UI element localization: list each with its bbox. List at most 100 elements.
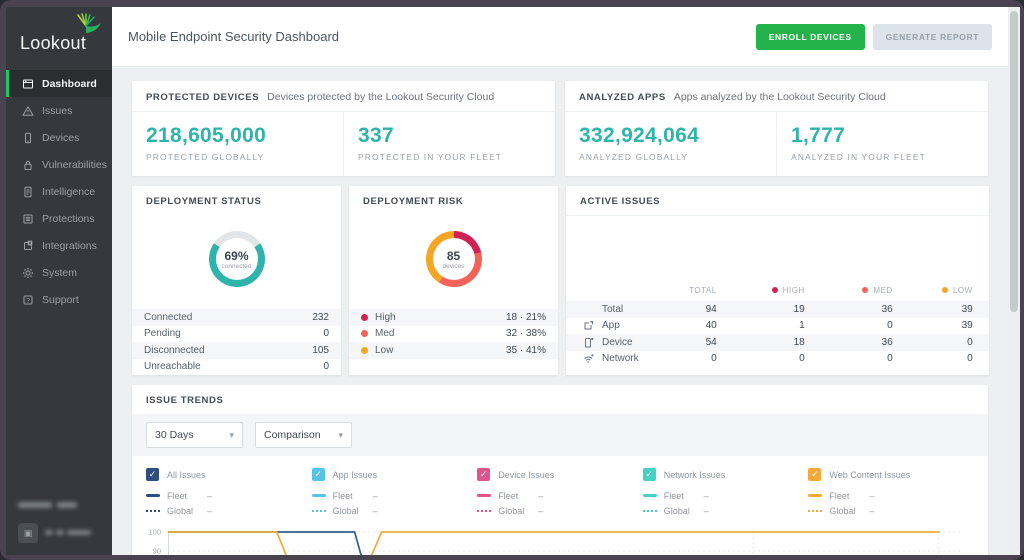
legend-group-network-issues: Network Issues Fleet– Global–: [642, 468, 809, 518]
y-tick-label: 100: [148, 527, 161, 537]
sidebar-item-integrations[interactable]: Integrations: [6, 232, 112, 259]
global-line-swatch: [642, 509, 657, 512]
protected-globally-value: 218,605,000: [146, 124, 267, 147]
analyzed-apps-card: ANALYZED APPS Apps analyzed by the Looko…: [565, 81, 988, 176]
list-icon: [23, 214, 33, 223]
trends-chart-svg: [168, 528, 962, 555]
severity-dot: [361, 330, 368, 338]
scrollbar-thumb[interactable]: [1010, 11, 1018, 313]
sidebar-item-label: Support: [42, 293, 79, 306]
active-issues-table: Total 94 19 36 39 App 40 1 0 39 Device 54 18 36 0: [566, 301, 989, 367]
document-icon: [24, 186, 32, 197]
global-line-swatch: [808, 509, 823, 512]
severity-dot: [941, 287, 948, 293]
web-content-issues-checkbox[interactable]: [808, 468, 822, 481]
sidebar-item-vulnerabilities[interactable]: Vulnerabilities: [6, 151, 112, 178]
table-row: Device 54 18 36 0: [566, 334, 989, 351]
generate-report-button[interactable]: GENERATE REPORT: [872, 23, 992, 50]
donut-value: 69%: [224, 248, 249, 263]
fleet-line-swatch: [642, 494, 657, 497]
avatar[interactable]: ▣: [18, 523, 38, 543]
analyzed-globally-label: ANALYZED GLOBALLY: [579, 152, 689, 162]
donut-label: devices: [442, 262, 465, 270]
risk-row: Low 35 · 41%: [349, 342, 558, 359]
sidebar-nav: Dashboard Issues Devices Vulnerabilities…: [6, 70, 112, 313]
risk-row: High 18 · 21%: [349, 309, 558, 326]
fleet-line-swatch: [808, 494, 823, 497]
deployment-status-card: DEPLOYMENT STATUS 69% connected Connecte…: [132, 186, 341, 375]
sidebar-item-label: Dashboard: [42, 77, 97, 90]
svg-text:?: ?: [26, 297, 30, 304]
card-title: PROTECTED DEVICES: [146, 92, 260, 103]
analyzed-globally-value: 332,924,064: [579, 124, 700, 147]
device-issues-checkbox[interactable]: [477, 468, 491, 481]
global-line-swatch: [146, 509, 160, 512]
protected-devices-card: PROTECTED DEVICES Devices protected by t…: [132, 81, 555, 176]
sidebar-item-dashboard[interactable]: Dashboard: [6, 70, 112, 97]
sidebar-item-intelligence[interactable]: Intelligence: [6, 178, 112, 205]
donut-label: connected: [221, 262, 252, 270]
network-issues-checkbox[interactable]: [642, 468, 656, 481]
comparison-select[interactable]: Comparison: [255, 422, 352, 448]
table-row: App 40 1 0 39: [566, 318, 989, 335]
table-row: Total 94 19 36 39: [566, 301, 989, 318]
fleet-line-swatch: [311, 494, 326, 497]
protected-fleet-label: PROTECTED IN YOUR FLEET: [358, 152, 503, 162]
user-footer: ▣: [18, 496, 104, 543]
y-axis-labels: 10090807060: [136, 527, 168, 556]
card-title: ISSUE TRENDS: [146, 395, 224, 406]
legend-group-web-content-issues: Web Content Issues Fleet– Global–: [808, 468, 974, 518]
protected-globally-label: PROTECTED GLOBALLY: [146, 152, 265, 162]
phone-icon: [25, 132, 31, 143]
sidebar-item-protections[interactable]: Protections: [6, 205, 112, 232]
lookout-logo: Lookout: [6, 7, 112, 70]
sidebar-item-label: System: [42, 266, 78, 279]
page-title: Mobile Endpoint Security Dashboard: [128, 29, 340, 44]
legend-group-device-issues: Device Issues Fleet– Global–: [477, 468, 643, 518]
legend-group-app-issues: App Issues Fleet– Global–: [311, 468, 478, 518]
sidebar-item-devices[interactable]: Devices: [6, 124, 112, 151]
sidebar-item-issues[interactable]: Issues: [6, 97, 112, 124]
active-issues-column-headers: TOTAL HIGH MED LOW: [689, 285, 973, 295]
status-row: Disconnected 105: [132, 342, 341, 359]
analyzed-fleet-value: 1,777: [791, 124, 846, 147]
severity-dot: [862, 287, 869, 293]
dashboard-content: PROTECTED DEVICES Devices protected by t…: [112, 67, 1008, 555]
global-line-swatch: [311, 509, 326, 512]
y-tick-label: 90: [152, 546, 161, 556]
redacted-user-meta: [45, 524, 91, 542]
sidebar-item-label: Issues: [42, 104, 73, 117]
gear-icon: [23, 267, 33, 278]
device-icon: [584, 337, 593, 348]
main-area: Mobile Endpoint Security Dashboard ENROL…: [112, 7, 1008, 555]
fleet-line-swatch: [146, 494, 160, 497]
logo-wordmark: Lookout: [20, 33, 87, 53]
status-row: Unreachable 0: [144, 361, 329, 373]
sidebar-item-label: Devices: [42, 131, 80, 144]
status-row: Connected 232: [132, 309, 341, 326]
active-issues-card: ACTIVE ISSUES TOTAL HIGH MED LOW Total: [566, 186, 989, 375]
donut-value: 85: [446, 248, 461, 263]
warning-icon: [22, 105, 34, 116]
lookout-console: Lookout Dashboard Issues Devices Vulne: [6, 7, 1008, 555]
lookout-bird-icon: [72, 13, 102, 44]
sidebar-item-system[interactable]: System: [6, 259, 112, 286]
sidebar-item-label: Intelligence: [42, 185, 96, 198]
card-title: ANALYZED APPS: [579, 92, 666, 103]
time-range-select[interactable]: 30 Days: [146, 422, 243, 448]
all-issues-checkbox[interactable]: [146, 468, 159, 481]
deployment-status-donut: 69% connected: [208, 231, 265, 287]
lock-icon: [24, 160, 32, 170]
risk-row: Med 32 · 38%: [349, 326, 558, 343]
app-issues-checkbox[interactable]: [311, 468, 325, 481]
sidebar-item-support[interactable]: ? Support: [6, 286, 112, 313]
severity-dot: [361, 313, 368, 321]
issue-trends-card: ISSUE TRENDS 30 Days Comparison All Issu…: [132, 385, 988, 555]
card-subtitle: Devices protected by the Lookout Securit…: [267, 91, 495, 103]
network-icon: [583, 354, 593, 364]
sidebar-item-label: Protections: [42, 212, 95, 225]
enroll-devices-button[interactable]: ENROLL DEVICES: [755, 23, 865, 50]
sidebar: Lookout Dashboard Issues Devices Vulne: [6, 7, 112, 555]
